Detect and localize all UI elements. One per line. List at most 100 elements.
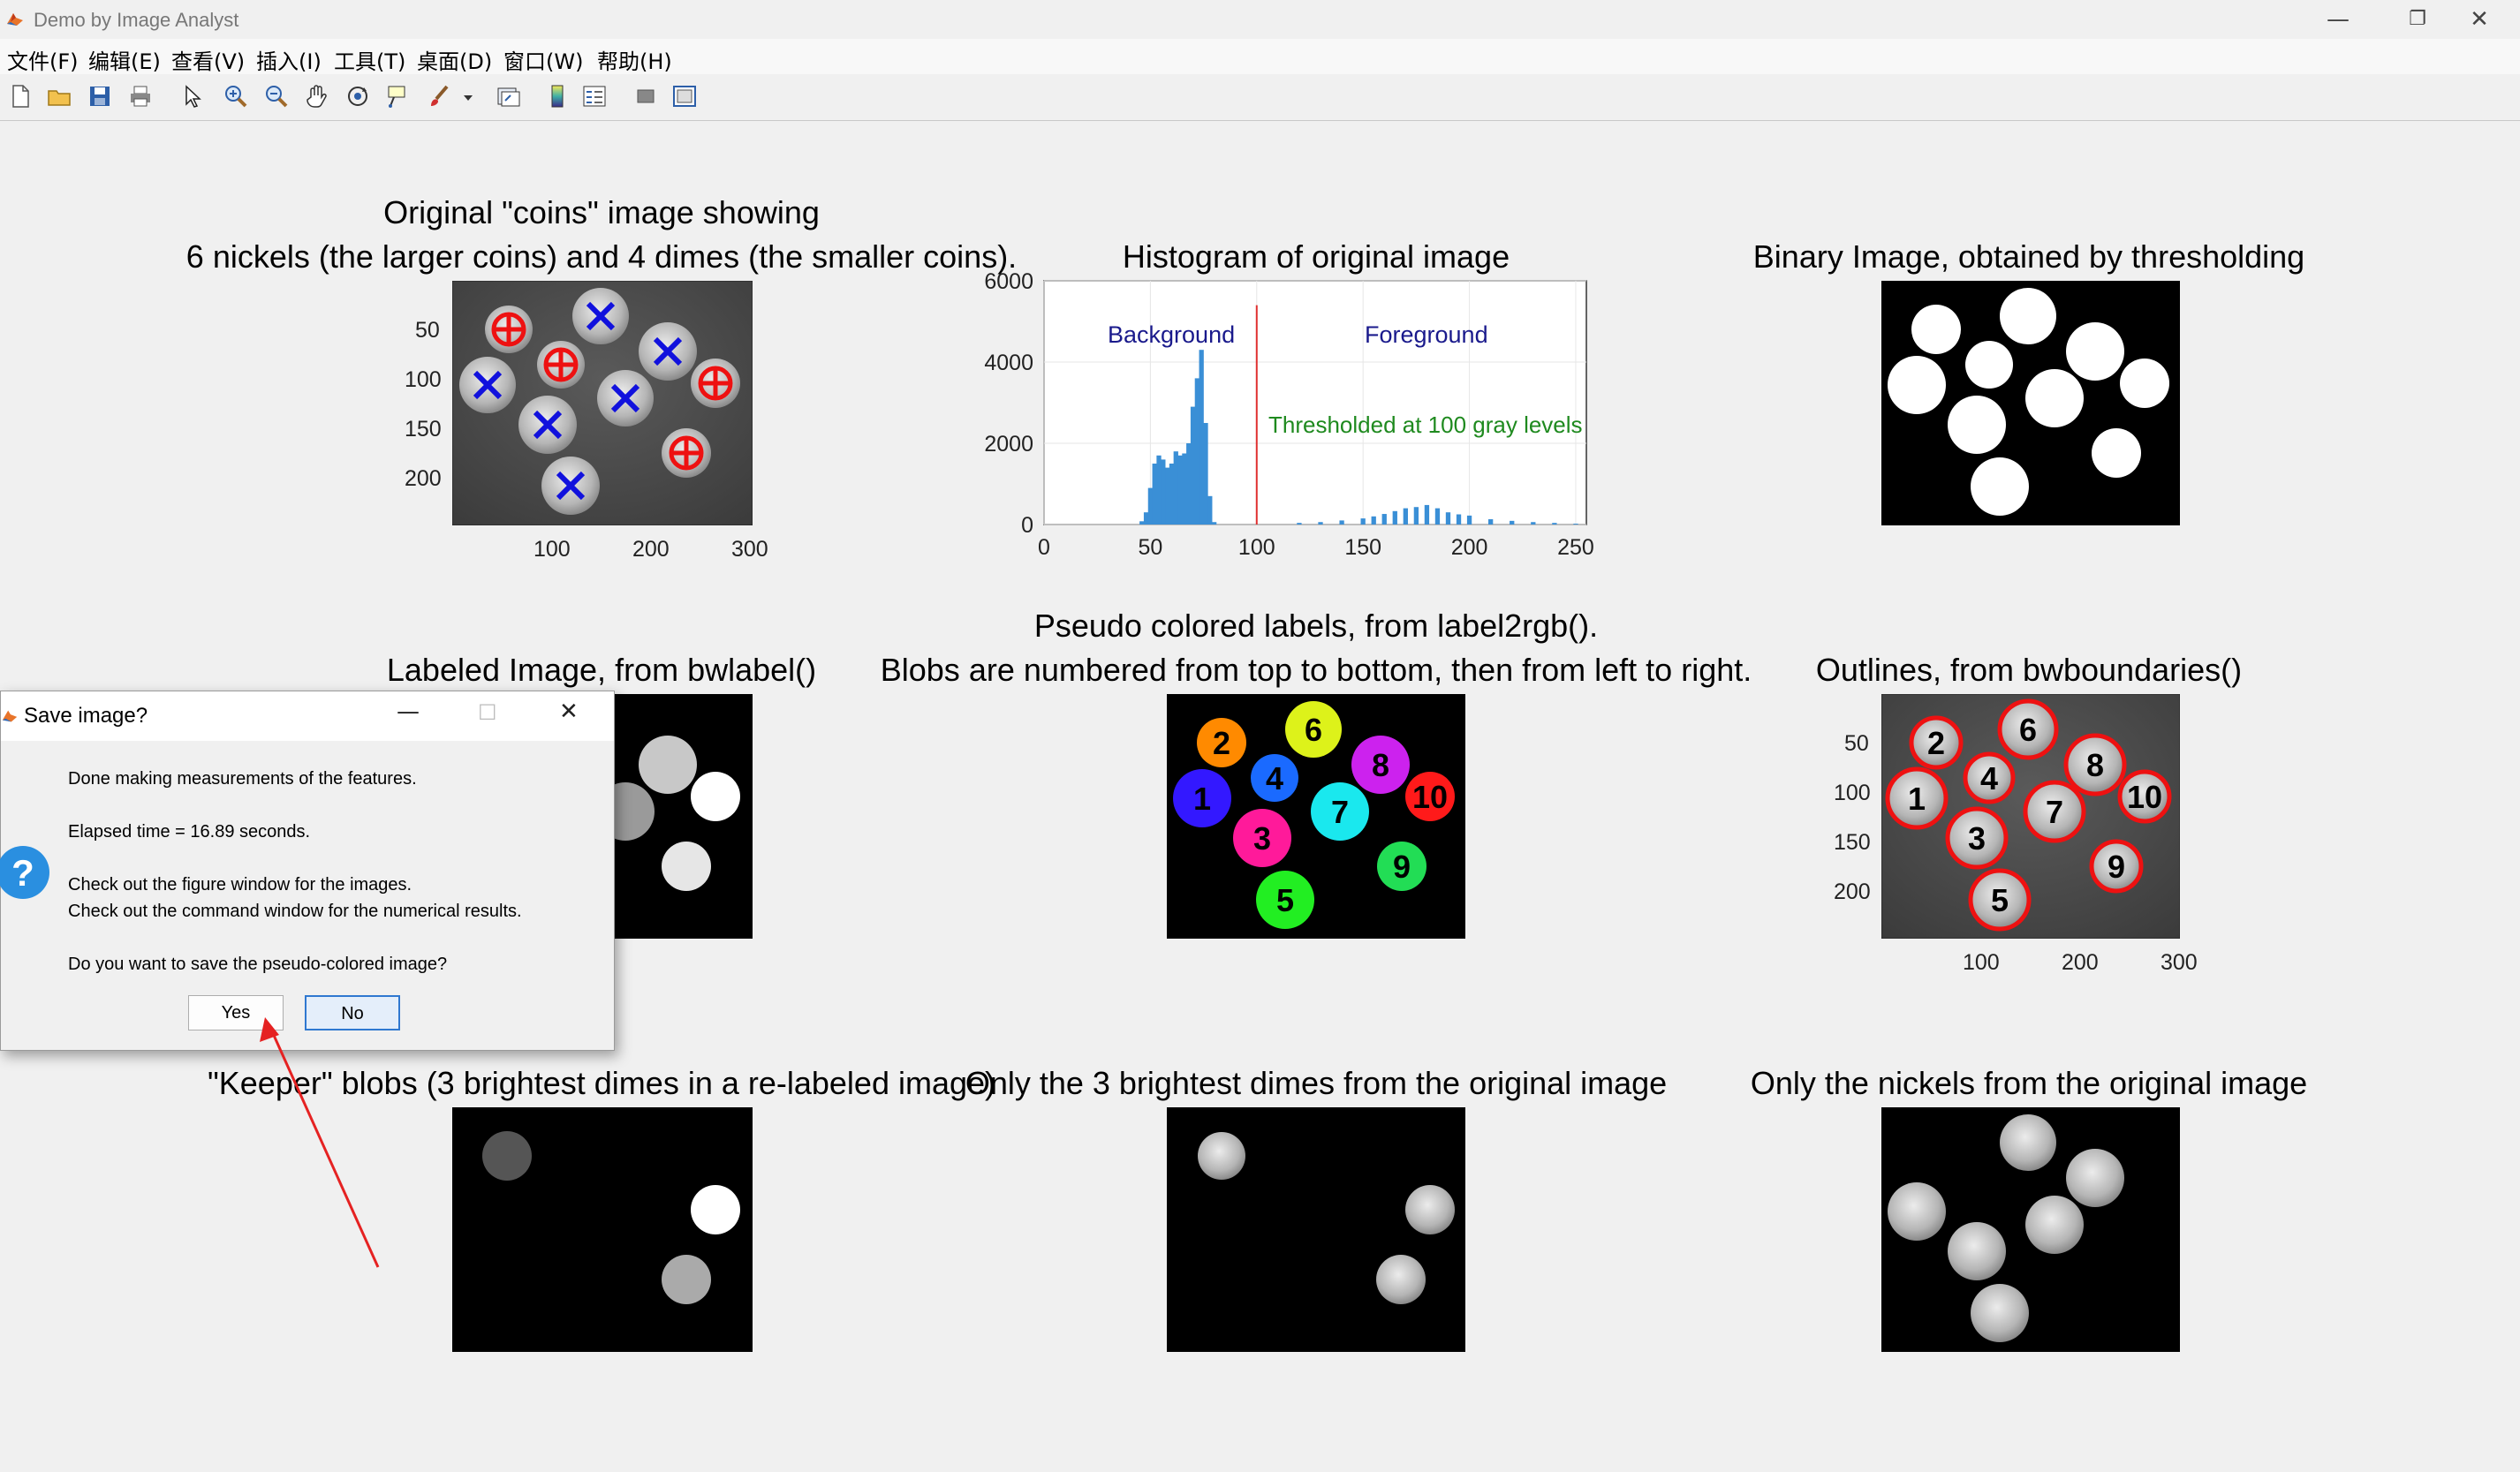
- menu-window[interactable]: 窗口(W): [503, 49, 584, 74]
- close-button[interactable]: ✕: [2470, 6, 2489, 33]
- histogram-ytick-label: 0: [1021, 513, 1033, 538]
- histogram-ytick-label: 6000: [984, 272, 1033, 294]
- histogram-bar: [1445, 512, 1451, 525]
- histogram-bar: [1434, 508, 1441, 525]
- menu-tools[interactable]: 工具(T): [334, 49, 406, 74]
- zoom-in-icon[interactable]: [223, 83, 249, 109]
- nickels-image: [1881, 1107, 2180, 1352]
- binary-image: [1881, 281, 2180, 525]
- dialog-line-figure: Check out the figure window for the imag…: [68, 875, 412, 895]
- outline-blob-label-1: 1: [1908, 781, 1926, 817]
- histogram-bar: [1139, 521, 1145, 525]
- dialog-minimize-button[interactable]: —: [397, 698, 420, 725]
- pseudo-blob-label-10: 10: [1412, 779, 1448, 815]
- annotation-arrow: [260, 1017, 380, 1268]
- histogram-bar: [1203, 423, 1208, 525]
- histogram-bar: [1161, 459, 1166, 525]
- pan-icon[interactable]: [304, 83, 330, 109]
- histogram-bar: [1552, 523, 1557, 525]
- histogram-bar: [1371, 516, 1376, 525]
- show-plot-tools-icon[interactable]: [671, 83, 698, 109]
- histogram-bar: [1143, 512, 1149, 525]
- minimize-button[interactable]: —: [2327, 6, 2350, 33]
- question-icon-glyph: ?: [11, 852, 34, 894]
- histogram-xtick-label: 150: [1344, 535, 1381, 560]
- histogram-ytick-label: 2000: [984, 432, 1033, 457]
- menu-edit[interactable]: 编辑(E): [88, 49, 161, 74]
- histogram-bar: [1510, 520, 1515, 525]
- pseudo-blob-label-5: 5: [1276, 882, 1294, 918]
- pseudo-blob-label-3: 3: [1253, 820, 1271, 857]
- histogram-bar: [1152, 464, 1157, 525]
- restore-button[interactable]: ❐: [2409, 8, 2426, 30]
- labeled-title: Labeled Image, from bwlabel(): [386, 652, 817, 688]
- original-title-line2: 6 nickels (the larger coins) and 4 dimes…: [185, 238, 1018, 275]
- brush-icon[interactable]: [426, 83, 452, 109]
- dialog-titlebar: Save image? — ☐ ✕: [1, 691, 614, 741]
- histogram-bar: [1413, 507, 1419, 525]
- outline-blob-label-5: 5: [1991, 882, 2009, 918]
- outline-blob-label-4: 4: [1980, 760, 1998, 796]
- dimes-image: [1167, 1107, 1465, 1352]
- dialog-close-button[interactable]: ✕: [559, 698, 579, 725]
- dialog-line-question: Do you want to save the pseudo-colored i…: [68, 955, 448, 974]
- pseudo-blob-label-1: 1: [1193, 781, 1211, 817]
- histogram-bar: [1403, 508, 1408, 525]
- menu-file[interactable]: 文件(F): [7, 49, 79, 74]
- pointer-icon[interactable]: [178, 83, 205, 109]
- new-file-icon[interactable]: [7, 83, 34, 109]
- histogram-chart: 0 50 100 150 200 250 0 2000 4000 6000: [984, 272, 1594, 560]
- print-icon[interactable]: [127, 83, 154, 109]
- menu-view[interactable]: 查看(V): [171, 49, 246, 74]
- original-ytick-150: 150: [405, 417, 442, 442]
- histogram-bar: [1318, 522, 1323, 525]
- histogram-bar: [1190, 406, 1196, 525]
- legend-icon[interactable]: [581, 83, 608, 109]
- dialog-line-measurements: Done making measurements of the features…: [68, 769, 417, 789]
- dialog-line-command: Check out the command window for the num…: [68, 902, 522, 921]
- histogram-bar: [1424, 504, 1430, 525]
- histogram-bar: [1169, 464, 1175, 525]
- pseudo-blob-label-7: 7: [1331, 794, 1349, 830]
- save-icon[interactable]: [87, 83, 113, 109]
- outlines-image: 1 2 3 4 5 6 7 8 9 10: [1881, 694, 2180, 939]
- menu-insert[interactable]: 插入(I): [256, 49, 322, 74]
- open-folder-icon[interactable]: [46, 83, 72, 109]
- original-coins-image: [452, 281, 753, 525]
- histogram-threshold-label: Thresholded at 100 gray levels: [1268, 411, 1583, 438]
- original-ytick-100: 100: [405, 367, 442, 392]
- keeper-blobs-image: [452, 1107, 753, 1352]
- save-image-dialog: Save image? — ☐ ✕ ? Done making measurem…: [0, 691, 615, 1051]
- menu-desktop[interactable]: 桌面(D): [417, 49, 493, 74]
- outline-blob-label-9: 9: [2108, 849, 2125, 885]
- nickels-title: Only the nickels from the original image: [1750, 1065, 2308, 1101]
- histogram-bar: [1392, 510, 1397, 525]
- rotate-3d-icon[interactable]: [344, 83, 371, 109]
- histogram-xtick-label: 50: [1138, 535, 1162, 560]
- histogram-bar: [1165, 467, 1170, 525]
- histogram-xtick-label: 250: [1557, 535, 1594, 560]
- outlines-ytick-100: 100: [1834, 781, 1871, 805]
- outlines-ytick-200: 200: [1834, 879, 1871, 904]
- histogram-bar: [1360, 518, 1366, 525]
- dialog-line-elapsed: Elapsed time = 16.89 seconds.: [68, 822, 311, 842]
- link-plot-icon[interactable]: [495, 83, 521, 109]
- histogram-foreground-label: Foreground: [1365, 321, 1488, 348]
- histogram-bar: [1381, 514, 1387, 525]
- menu-help[interactable]: 帮助(H): [597, 49, 672, 74]
- zoom-out-icon[interactable]: [263, 83, 290, 109]
- histogram-bar: [1194, 378, 1200, 525]
- colorbar-icon[interactable]: [544, 83, 571, 109]
- original-ytick-50: 50: [415, 318, 440, 343]
- original-xtick-100: 100: [534, 537, 571, 562]
- hide-plot-tools-icon[interactable]: [632, 83, 659, 109]
- histogram-bar: [1199, 350, 1204, 525]
- pseudo-blob-label-9: 9: [1393, 849, 1411, 885]
- menu-bar: 文件(F) 编辑(E) 查看(V) 插入(I) 工具(T) 桌面(D) 窗口(W…: [0, 39, 2520, 74]
- histogram-bar: [1207, 495, 1213, 525]
- data-cursor-icon[interactable]: [385, 83, 412, 109]
- dropdown-icon[interactable]: [461, 83, 475, 109]
- no-button[interactable]: No: [305, 995, 400, 1030]
- dialog-maximize-button: ☐: [478, 700, 497, 725]
- histogram-bar: [1211, 522, 1217, 525]
